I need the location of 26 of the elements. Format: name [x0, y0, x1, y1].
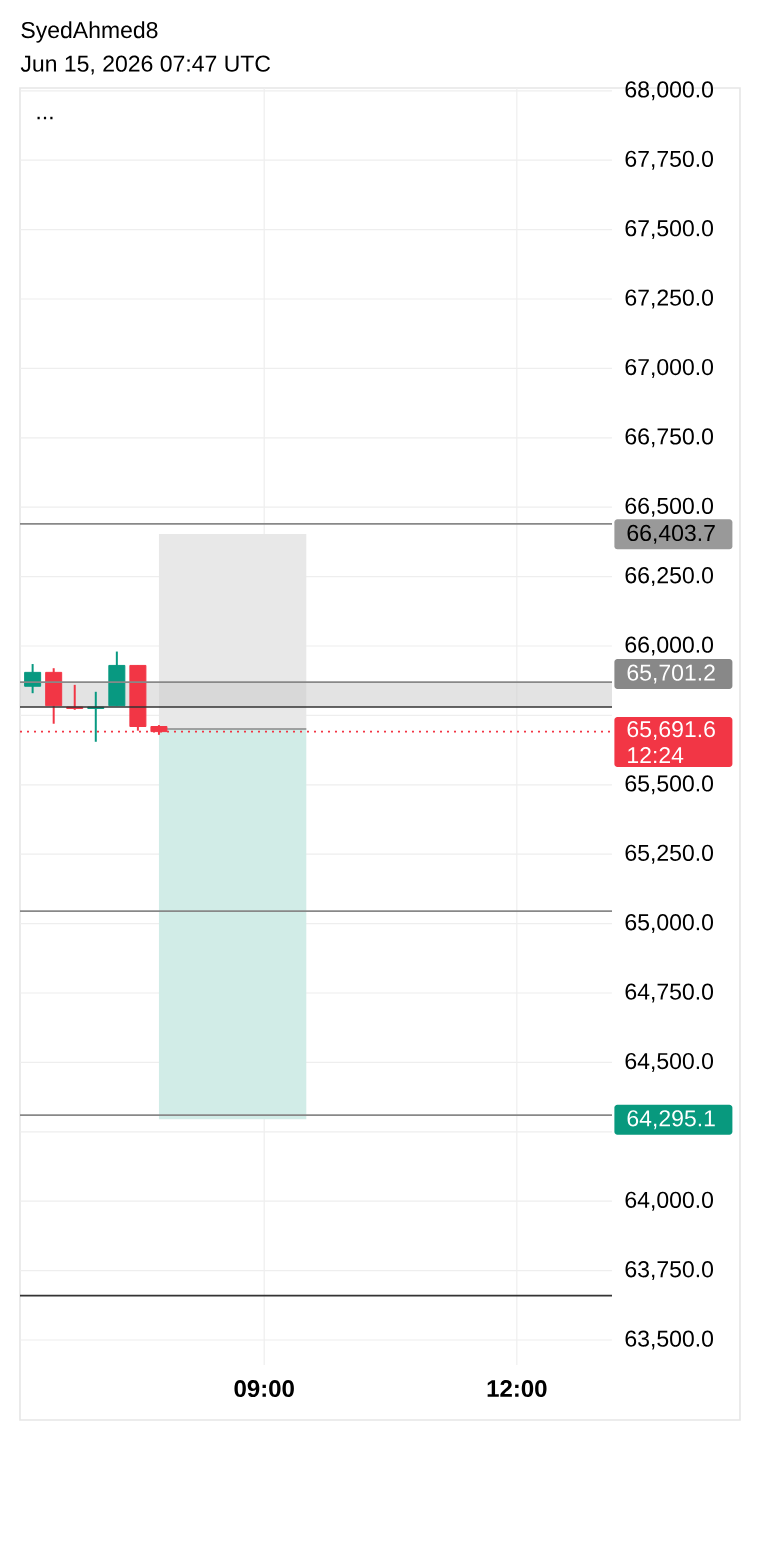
- y-tick-label: 64,500.0: [625, 1052, 714, 1072]
- y-tick-label: 65,500.0: [625, 775, 714, 795]
- text: 64,295.1: [627, 1110, 715, 1130]
- y-tick-label: 66,750.0: [625, 428, 714, 448]
- annotation: ...: [37, 116, 53, 120]
- y-tick-label: 65,250.0: [625, 844, 714, 864]
- y-tick-label: 67,500.0: [625, 220, 714, 240]
- y-tick-label: 66,000.0: [625, 636, 714, 656]
- y-tick-label: 65,000.0: [625, 914, 714, 934]
- text: 65,701.2: [627, 664, 715, 684]
- x-tick-label: 09:00: [234, 1380, 294, 1398]
- y-tick-label: 63,750.0: [625, 1261, 714, 1281]
- y-tick-label: 66,500.0: [625, 497, 714, 517]
- y-tick-label: 67,000.0: [625, 358, 714, 378]
- y-tick-label: 68,000.0: [625, 81, 714, 101]
- chart-subtitle: Jun 15, 2026 07:47 UTC: [20, 55, 271, 75]
- ref-line-label: 65,691.6 12:24: [627, 721, 715, 764]
- y-tick-label: 67,250.0: [625, 289, 714, 309]
- text: 66,403.7: [627, 524, 715, 544]
- x-tick-label: 12:00: [487, 1380, 547, 1398]
- y-tick-label: 67,750.0: [625, 150, 714, 170]
- y-tick-label: 63,500.0: [625, 1330, 714, 1350]
- y-tick-label: 64,750.0: [625, 983, 714, 1003]
- y-tick-label: 66,250.0: [625, 567, 714, 587]
- chart-title: SyedAhmed8: [21, 21, 158, 43]
- y-tick-label: 64,000.0: [625, 1191, 714, 1211]
